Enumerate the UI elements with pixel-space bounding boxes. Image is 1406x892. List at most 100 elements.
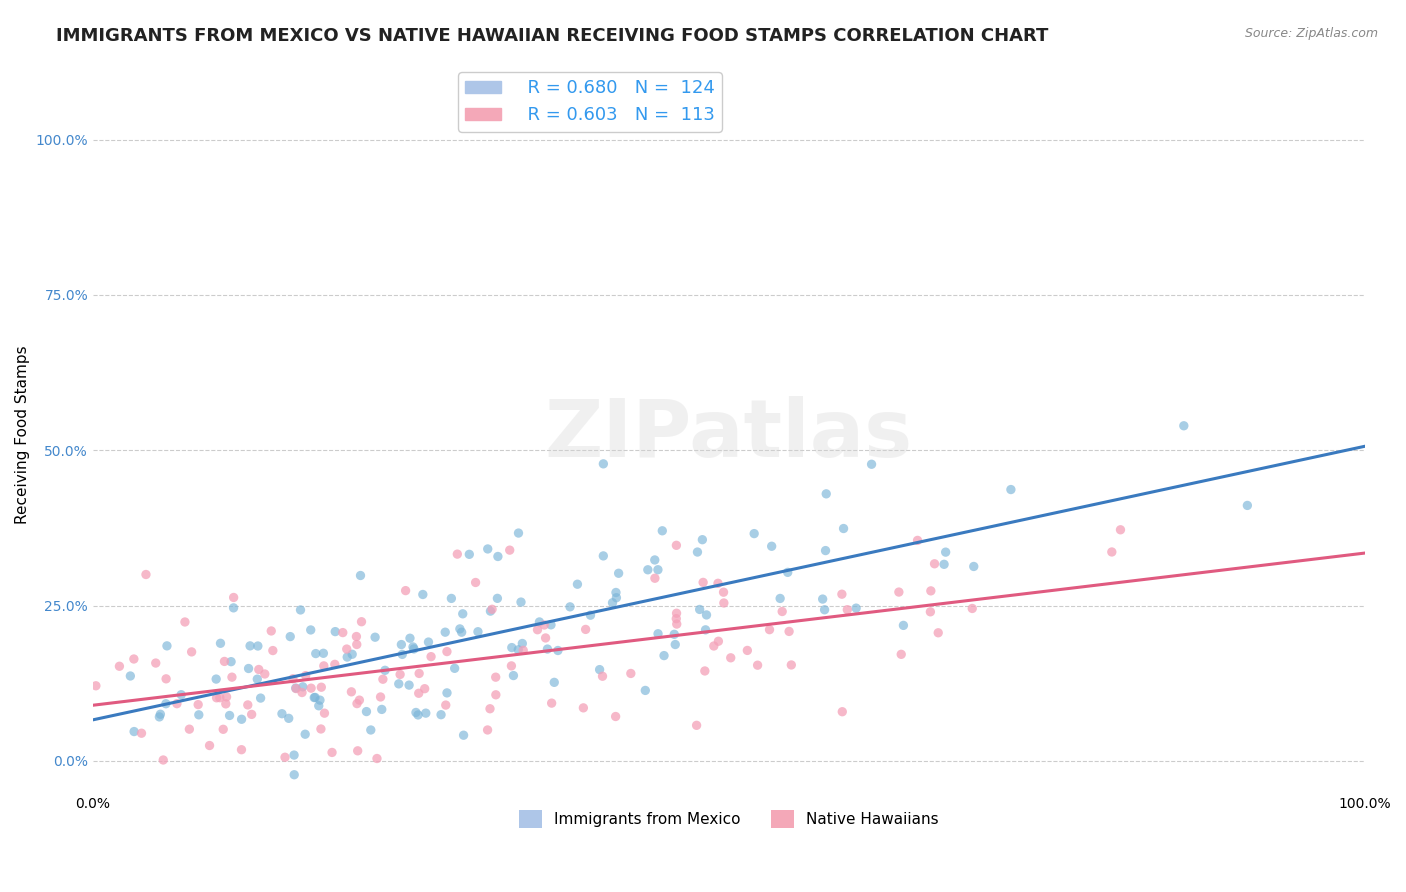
Point (205, 672, 228, 686)
Point (312, 646, 335, 660)
Point (408, 686, 430, 700)
Point (529, 615, 551, 629)
Point (246, 672, 269, 686)
Point (284, 681, 307, 695)
Point (371, 672, 394, 686)
Point (371, 702, 394, 716)
Point (323, 624, 346, 639)
Point (543, 675, 565, 690)
Point (1000, 483, 1022, 497)
Point (536, 642, 558, 657)
Point (592, 549, 614, 563)
Point (402, 640, 425, 654)
Point (837, 602, 859, 616)
Point (665, 612, 688, 626)
Point (605, 591, 627, 605)
Point (692, 575, 714, 590)
Point (120, 669, 142, 683)
Point (305, 647, 328, 661)
Point (720, 650, 742, 665)
Point (346, 638, 368, 652)
Point (122, 652, 145, 666)
Point (364, 630, 387, 644)
Point (860, 457, 883, 471)
Point (665, 606, 688, 620)
Point (769, 591, 792, 606)
Point (218, 708, 240, 723)
Point (1101, 545, 1123, 559)
Point (644, 571, 666, 585)
Point (508, 642, 530, 657)
Point (346, 744, 368, 758)
Point (344, 630, 367, 644)
Point (652, 648, 675, 663)
Point (222, 591, 245, 605)
Point (758, 623, 780, 637)
Point (713, 585, 735, 599)
Legend: Immigrants from Mexico, Native Hawaiians: Immigrants from Mexico, Native Hawaiians (513, 804, 945, 834)
Point (893, 618, 915, 632)
Point (647, 563, 669, 577)
Point (346, 697, 368, 711)
Point (502, 668, 524, 682)
Point (1173, 418, 1195, 433)
Point (332, 625, 354, 640)
Point (935, 545, 957, 559)
Point (479, 702, 502, 716)
Point (187, 698, 209, 712)
Point (389, 638, 412, 652)
Point (299, 681, 322, 695)
Point (831, 587, 853, 601)
Point (179, 722, 201, 736)
Point (486, 549, 509, 564)
Point (665, 617, 688, 632)
Point (412, 587, 434, 601)
Point (508, 526, 530, 541)
Point (479, 604, 502, 618)
Point (155, 697, 177, 711)
Point (299, 623, 322, 637)
Point (540, 696, 562, 710)
Point (240, 707, 263, 722)
Point (152, 753, 174, 767)
Point (501, 640, 523, 655)
Point (464, 575, 486, 590)
Point (366, 751, 388, 765)
Point (156, 639, 179, 653)
Point (430, 707, 453, 722)
Point (260, 624, 283, 638)
Point (271, 706, 294, 721)
Point (349, 693, 371, 707)
Point (813, 603, 835, 617)
Point (180, 645, 202, 659)
Point (692, 533, 714, 547)
Point (689, 602, 711, 616)
Point (963, 559, 986, 574)
Point (458, 547, 481, 561)
Point (166, 697, 188, 711)
Point (278, 630, 301, 644)
Point (890, 648, 912, 662)
Point (575, 623, 598, 637)
Point (238, 661, 260, 675)
Point (309, 722, 332, 736)
Point (776, 566, 799, 580)
Point (742, 526, 765, 541)
Point (290, 603, 312, 617)
Point (149, 707, 172, 722)
Point (247, 663, 270, 677)
Point (446, 547, 468, 561)
Point (262, 643, 284, 657)
Point (547, 643, 569, 657)
Point (209, 636, 232, 650)
Point (350, 615, 373, 629)
Text: Source: ZipAtlas.com: Source: ZipAtlas.com (1244, 27, 1378, 40)
Point (588, 663, 610, 677)
Point (155, 672, 177, 686)
Point (605, 709, 627, 723)
Point (761, 539, 783, 553)
Point (592, 669, 614, 683)
Point (434, 698, 457, 712)
Point (485, 688, 508, 702)
Point (815, 487, 838, 501)
